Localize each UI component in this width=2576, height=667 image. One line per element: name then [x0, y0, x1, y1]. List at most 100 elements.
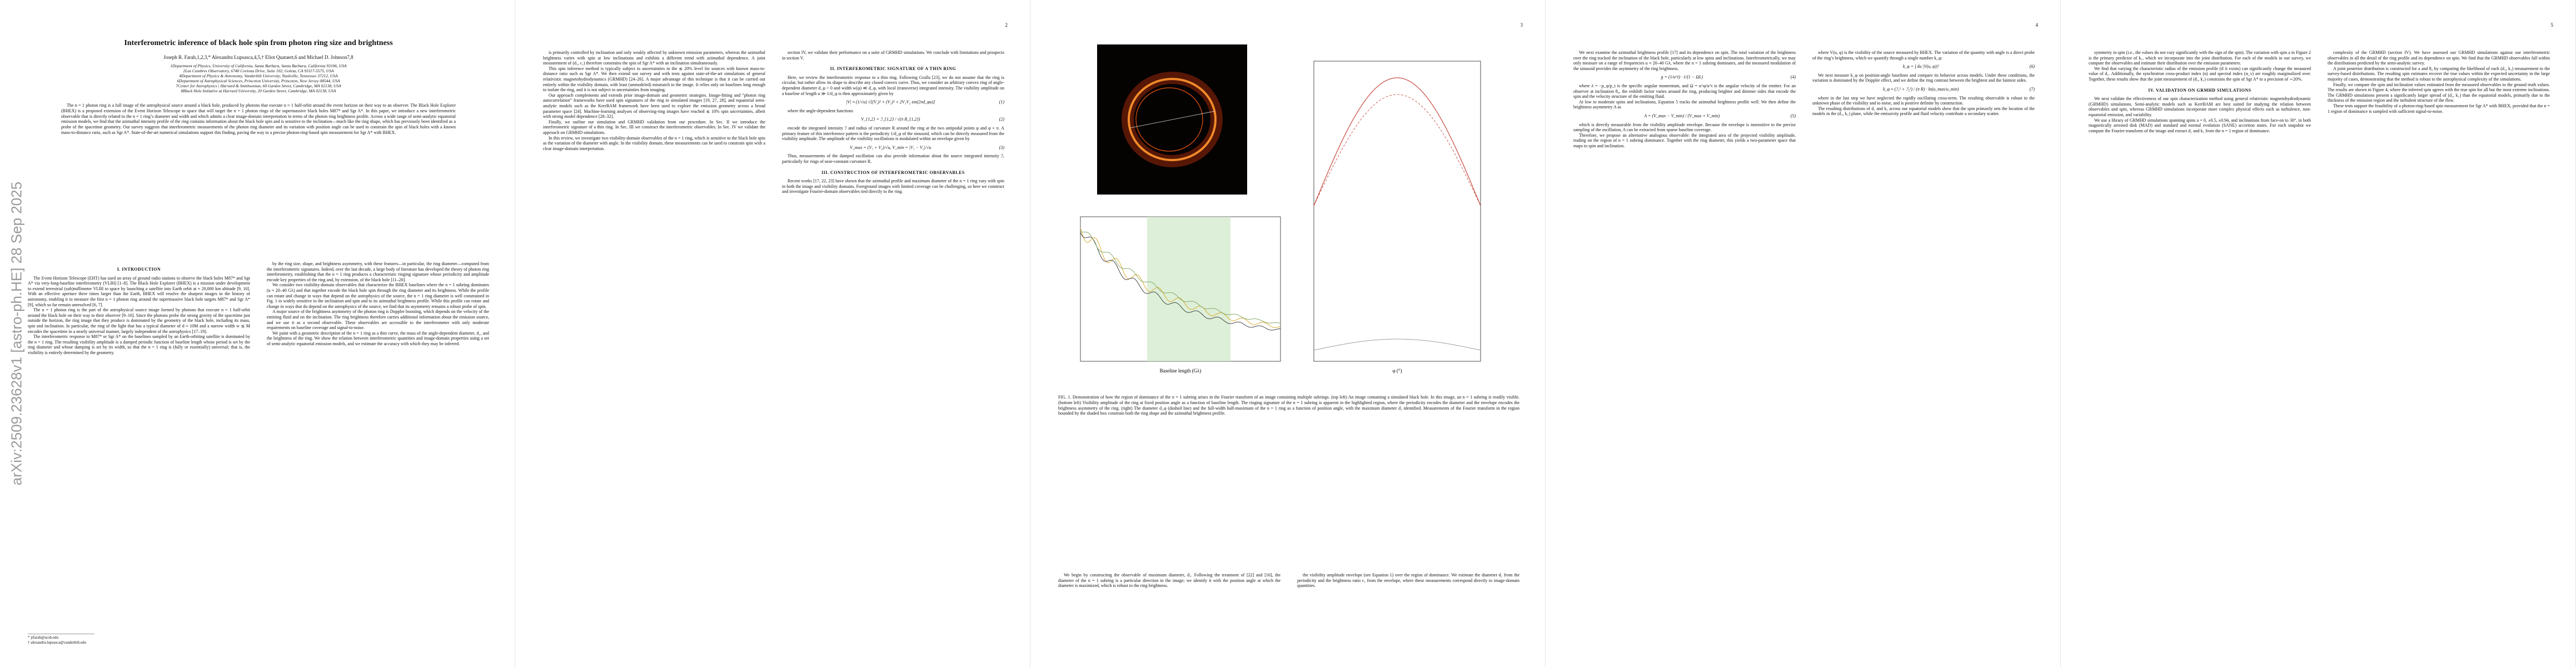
inner-ring [1135, 87, 1203, 152]
paragraph: where λ = −p_φ/p_t is the specific angul… [1573, 83, 1796, 99]
width-curve [1313, 339, 1481, 351]
paragraph: Recent works [17, 22, 23] have shown tha… [782, 178, 1004, 195]
visibility-curve [1080, 227, 1281, 328]
paragraph: We find that varying the characteristic … [2089, 66, 2311, 82]
equation: k_φ ≈ (ℐ₁² + ℐ₂²) / (π R) · ln(u_max/u_m… [1812, 87, 2035, 92]
text-column: symmetry in spin (i.e., the values do no… [2089, 50, 2311, 650]
text-column: by the ring size, shape, and brightness … [267, 261, 489, 650]
paragraph: Here, we review the interferometric resp… [782, 74, 1004, 96]
page-number: 5 [2550, 22, 2554, 28]
paragraph: These tests support the feasibility of a… [2328, 103, 2550, 114]
paragraph: where the angle-dependent functions [788, 108, 853, 113]
section-heading: II. INTERFEROMETRIC SIGNATURE OF A THIN … [830, 66, 956, 72]
footnotes: * jrfarah@ucsb.edu † alexandru.lupsasca@v… [28, 634, 94, 645]
section-heading: III. CONSTRUCTION OF INTERFEROMETRIC OBS… [821, 170, 965, 175]
page-number: 4 [2035, 22, 2039, 28]
paragraph: Finally, we compare the spin and inclina… [2328, 82, 2550, 103]
footnote: † alexandru.lupsasca@vanderbilt.edu [28, 640, 86, 645]
paper-page: arXiv:2509.23628v1 [astro-ph.HE] 28 Sep … [0, 0, 515, 667]
equation-body: k_φ ≈ (ℐ₁² + ℐ₂²) / (π R) · ln(u_max/u_m… [1883, 86, 1959, 92]
paper-page: 5 symmetry in spin (i.e., the values do n… [2061, 0, 2576, 667]
equation: k_φ = ∫ du |V(u, φ)|² (6) [1812, 64, 2035, 69]
equation-body: |V| ≈ (1/√u) √[(V₁)² + (V₂)² + 2V₁V₂ sin… [846, 99, 935, 105]
text-column: is primarily controlled by inclination a… [543, 50, 765, 650]
figure-caption: FIG. 1. Demonstration of how the region … [1058, 395, 1519, 416]
paper-page: 2 is primarily controlled by inclination … [515, 0, 1030, 667]
paragraph: The resulting distributions of d₁ and k₁… [1812, 106, 2035, 117]
paragraph: Thus, measurements of the damped oscilla… [782, 153, 1004, 164]
text-column: I. INTRODUCTION The Event Horizon Telesco… [28, 261, 250, 628]
visibility-curve [1080, 232, 1280, 331]
text-column: We begin by constructing the observable … [1058, 573, 1280, 650]
equation-body: k_φ = ∫ du |V(u, φ)|² [1902, 64, 1939, 69]
paragraph: The Event Horizon Telescope (EHT) has us… [28, 275, 250, 307]
equation: V_max = (V₁ + V₂)/√u, V_min = |V₁ − V₂|/… [782, 145, 1004, 151]
text-column: section IV, we validate their performanc… [782, 50, 1004, 650]
paragraph: complexity of the GRMHD (section IV). We… [2328, 50, 2550, 66]
affiliation: 7Center for Astrophysics | Harvard & Smi… [176, 83, 341, 88]
equation-number: (7) [2029, 86, 2035, 92]
paragraph: At low to moderate spins and inclination… [1573, 99, 1796, 110]
equation: A = (V_max − V_min) / (V_max + V_min) (5) [1573, 113, 1796, 119]
affiliation: 6Department of Astrophysical Sciences, P… [177, 78, 340, 83]
x-axis-label: φ (°) [1392, 368, 1402, 374]
paper-page: 4 We next examine the azimuthal brightnes… [1546, 0, 2061, 667]
paragraph: by the ring size, shape, and brightness … [267, 261, 489, 282]
fwhm-curve [1313, 94, 1481, 206]
section-heading: IV. VALIDATION ON GRMHD SIMULATIONS [2148, 87, 2251, 93]
paragraph: which is directly measurable from the vi… [1573, 122, 1796, 133]
paragraph: In this review, we investigate two visib… [543, 135, 765, 151]
paper-title: Interferometric inference of black hole … [124, 39, 393, 47]
affiliation: 2Las Cumbres Observatory, 6740 Cortona D… [183, 68, 334, 73]
diameter-curve [1313, 77, 1481, 206]
paragraph: the visibility amplitude envelope (see E… [1297, 573, 1519, 589]
paragraph: A joint posterior distribution is constr… [2328, 66, 2550, 82]
affiliation: 1Department of Physics, University of Ca… [170, 63, 347, 68]
affiliation: 8Black Hole Initiative at Harvard Univer… [181, 88, 336, 93]
paragraph: The interferometric response to M87* or … [28, 334, 250, 355]
paragraph: We next validate the effectiveness of ou… [2089, 96, 2311, 117]
page-number: 3 [1520, 22, 1523, 28]
equation-number: (2) [999, 117, 1004, 122]
affiliations: 1Department of Physics, University of Ca… [33, 63, 484, 93]
plot-frame [1313, 61, 1481, 362]
paragraph: Our approach complements and extends pri… [543, 92, 765, 120]
text-column: complexity of the GRMHD (section IV). We… [2328, 50, 2550, 650]
figure: Baseline length (Gλ) φ (°) [1080, 44, 1481, 374]
paragraph: The n = 1 photon ring is the part of the… [28, 307, 250, 334]
equation: g = (1/u^t) · 1/(1 − ΩL) (4) [1573, 74, 1796, 80]
paragraph: We paint with a geometric description of… [267, 330, 489, 346]
paragraph: We begin by constructing the observable … [1058, 573, 1280, 589]
paragraph: where in the last step we have neglected… [1812, 95, 2035, 106]
equation-number: (1) [999, 99, 1004, 105]
paragraph: is primarily controlled by inclination a… [543, 50, 765, 66]
paragraph: We use a library of GRMHD simulations sp… [2089, 117, 2311, 133]
x-axis-label: Baseline length (Gλ) [1160, 368, 1202, 374]
abstract: The n = 1 photon ring is a full image of… [61, 103, 456, 135]
equation: |V| ≈ (1/√u) √[(V₁)² + (V₂)² + 2V₁V₂ sin… [782, 99, 1004, 105]
paragraph: Therefore, we propose an alternative ana… [1573, 132, 1796, 148]
equation-body: A = (V_max − V_min) / (V_max + V_min) [1644, 113, 1720, 118]
equation-body: V_max = (V₁ + V₂)/√u, V_min = |V₁ − V₂|/… [850, 145, 931, 150]
photon-ring [1128, 78, 1217, 161]
author-list: Joseph R. Farah,1,2,3,* Alexandru Lupsas… [163, 54, 353, 60]
paragraph: We consider two visibility-domain observ… [267, 282, 489, 309]
paragraph: encode the integrated intensity ℐ and ra… [782, 125, 1004, 142]
text-column: the visibility amplitude envelope (see E… [1297, 573, 1519, 650]
text-column: where V(u, φ) is the visibility of the s… [1812, 50, 2035, 650]
diameter-arrow [1130, 111, 1215, 128]
paragraph: where V(u, φ) is the visibility of the s… [1812, 50, 2035, 61]
paragraph: Finally, we outline our simulation and G… [543, 119, 765, 135]
paragraph: A major source of the brightness asymmet… [267, 309, 489, 331]
equation-body: V_{1,2} = ℐ_{1,2} / √(π R_{1,2}) [861, 117, 920, 122]
arxiv-id: arXiv:2509.23628v1 [astro-ph.HE] 28 Sep … [8, 181, 25, 486]
paper-page: 3 Baseline length (Gλ) φ (°) FIG. 1. Demons… [1030, 0, 1546, 667]
equation-number: (4) [1790, 74, 1796, 80]
paragraph: We next measure k_φ on position-angle ba… [1812, 72, 2035, 83]
affiliation: 4Department of Physics & Astronomy, Vand… [179, 73, 338, 78]
text-column: We next examine the azimuthal brightness… [1573, 50, 1796, 650]
equation-body: g = (1/u^t) · 1/(1 − ΩL) [1661, 74, 1703, 80]
paragraph: section IV, we validate their performanc… [782, 50, 1004, 61]
equation-number: (6) [2029, 64, 2035, 69]
